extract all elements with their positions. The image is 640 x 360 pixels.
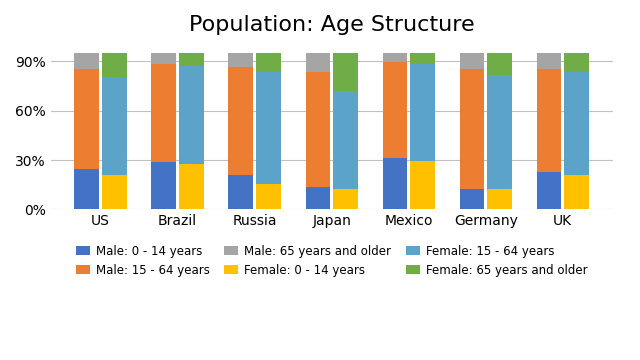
Bar xyxy=(256,53,281,72)
Bar xyxy=(536,53,561,69)
Bar xyxy=(410,64,435,161)
Bar xyxy=(460,53,484,69)
Bar xyxy=(305,72,330,188)
Bar xyxy=(564,72,589,175)
Bar xyxy=(333,91,358,189)
Bar xyxy=(410,161,435,210)
Bar xyxy=(152,64,176,162)
Bar xyxy=(74,69,99,169)
Bar xyxy=(228,175,253,210)
Bar xyxy=(410,53,435,64)
Bar xyxy=(152,53,176,64)
Bar xyxy=(74,169,99,210)
Bar xyxy=(102,175,127,210)
Bar xyxy=(383,63,407,158)
Title: Population: Age Structure: Population: Age Structure xyxy=(189,15,474,35)
Bar xyxy=(564,175,589,210)
Bar xyxy=(487,75,512,189)
Legend: Male: 0 - 14 years, Male: 15 - 64 years, Male: 65 years and older, Female: 0 - 1: Male: 0 - 14 years, Male: 15 - 64 years,… xyxy=(72,240,592,281)
Bar xyxy=(102,77,127,175)
Bar xyxy=(305,53,330,72)
Bar xyxy=(564,53,589,72)
Bar xyxy=(333,53,358,91)
Bar xyxy=(102,53,127,77)
Bar xyxy=(460,189,484,210)
Bar xyxy=(152,162,176,210)
Bar xyxy=(487,53,512,75)
Bar xyxy=(383,53,407,63)
Bar xyxy=(536,69,561,172)
Bar xyxy=(256,72,281,184)
Bar xyxy=(460,69,484,189)
Bar xyxy=(536,172,561,210)
Bar xyxy=(256,184,281,210)
Bar xyxy=(179,66,204,164)
Bar xyxy=(228,67,253,175)
Bar xyxy=(305,188,330,210)
Bar xyxy=(383,158,407,210)
Bar xyxy=(74,53,99,69)
Bar xyxy=(179,53,204,66)
Bar xyxy=(333,189,358,210)
Bar xyxy=(487,189,512,210)
Bar xyxy=(228,53,253,67)
Bar xyxy=(179,164,204,210)
